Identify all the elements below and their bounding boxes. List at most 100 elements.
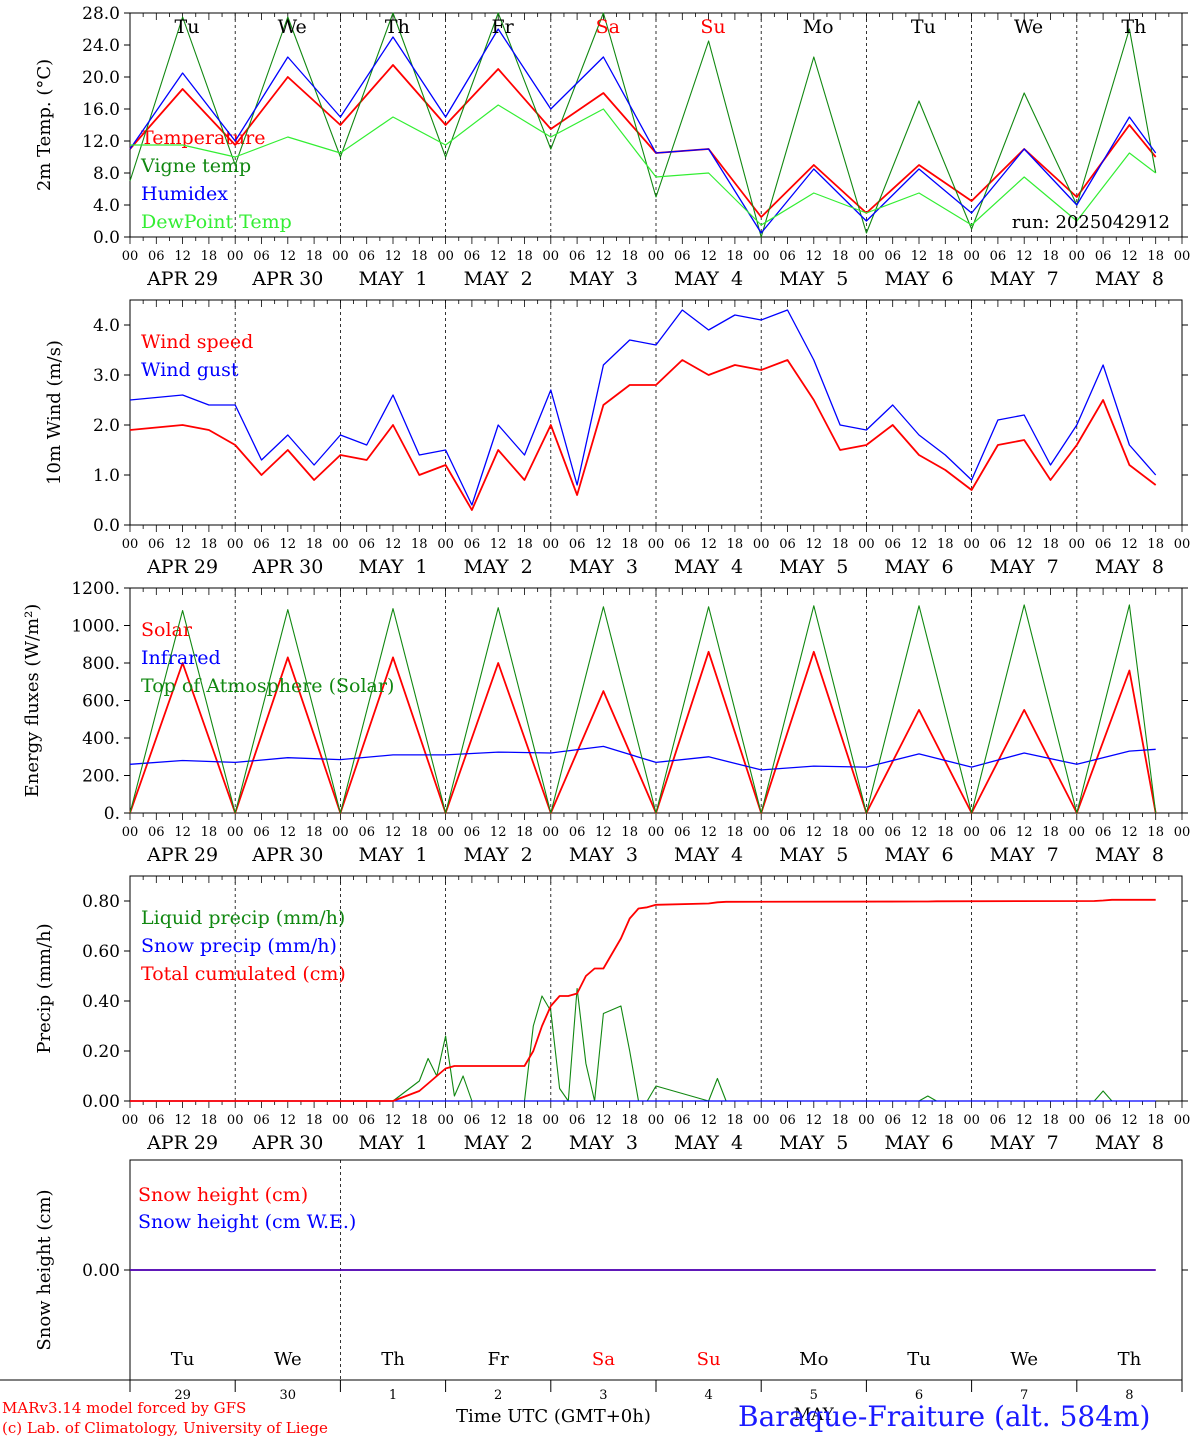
hour-tick-label: 18 [306,537,323,552]
weekday-label: Mo [799,1349,828,1370]
date-label: MAY 3 [569,268,638,290]
day-number-label: 3 [599,1388,607,1403]
hour-tick-label: 00 [122,825,139,840]
date-label: MAY 5 [779,1132,848,1154]
hour-tick-label: 00 [332,1113,349,1128]
hour-tick-label: 12 [1016,1113,1033,1128]
hour-tick-label: 06 [674,825,691,840]
hour-tick-label: 18 [1042,825,1059,840]
hour-tick-label: 06 [569,537,586,552]
hour-tick-label: 06 [569,249,586,264]
legend-entry: Snow precip (mm/h) [141,935,337,957]
y-axis-label: Snow height (cm) [34,1189,55,1350]
hour-tick-label: 18 [937,537,954,552]
date-label: MAY 2 [464,1132,533,1154]
legend-entry: Solar [141,619,193,641]
hour-tick-label: 12 [490,825,507,840]
date-label: MAY 7 [990,268,1059,290]
hour-tick-label: 18 [937,825,954,840]
date-label: MAY 1 [358,844,427,866]
legend-entry: Infrared [141,647,221,669]
hour-tick-label: 12 [1121,825,1138,840]
hour-tick-label: 06 [779,1113,796,1128]
y-axis-label: 2m Temp. (°C) [34,59,55,191]
hour-tick-label: 18 [832,825,849,840]
hour-tick-label: 18 [832,249,849,264]
hour-tick-label: 00 [543,825,560,840]
date-label: APR 30 [251,556,323,578]
hour-tick-label: 12 [1016,249,1033,264]
hour-tick-label: 06 [779,249,796,264]
date-label: MAY 2 [464,556,533,578]
legend-entry: Liquid precip (mm/h) [141,907,345,929]
weekday-label: Sa [596,16,620,38]
hour-tick-label: 00 [1174,825,1191,840]
y-tick-label: 4.0 [93,196,120,216]
y-tick-label: 1200. [71,579,120,599]
series-line-wind-speed [129,359,1157,511]
date-label: APR 30 [251,844,323,866]
hour-tick-label: 12 [911,1113,928,1128]
hour-tick-label: 18 [1147,1113,1164,1128]
weekday-label: Su [700,16,725,38]
hour-tick-label: 06 [1095,537,1112,552]
hour-tick-label: 00 [753,537,770,552]
hour-tick-label: 06 [358,825,375,840]
hour-tick-label: 12 [700,825,717,840]
weekday-label: We [1014,16,1043,38]
hour-tick-label: 18 [621,537,638,552]
weekday-label: Tu [175,16,200,38]
weekday-label: Fr [491,16,514,38]
y-tick-label: 0.00 [82,1261,120,1281]
date-label: MAY 8 [1095,556,1164,578]
hour-tick-label: 12 [806,537,823,552]
hour-tick-label: 18 [306,1113,323,1128]
date-label: MAY 1 [358,268,427,290]
y-tick-label: 16.0 [82,100,120,120]
hour-tick-label: 06 [464,825,481,840]
hour-tick-label: 00 [858,1113,875,1128]
hour-tick-label: 00 [1069,249,1086,264]
date-label: MAY 2 [464,268,533,290]
y-tick-label: 0.0 [93,516,120,536]
y-tick-label: 2.0 [93,416,120,436]
date-label: MAY 6 [884,268,953,290]
weekday-label: Th [385,16,410,38]
hour-tick-label: 00 [1174,249,1191,264]
y-tick-label: 0. [104,804,120,824]
hour-tick-label: 00 [648,249,665,264]
y-tick-label: 4.0 [93,316,120,336]
legend-entry: Top of Atmosphere (Solar) [141,675,394,697]
hour-tick-label: 00 [122,537,139,552]
hour-tick-label: 18 [621,249,638,264]
hour-tick-label: 00 [648,825,665,840]
hour-tick-label: 18 [727,537,744,552]
hour-tick-label: 00 [437,249,454,264]
hour-tick-label: 12 [806,1113,823,1128]
hour-tick-label: 12 [280,249,297,264]
hour-tick-label: 00 [332,537,349,552]
y-tick-label: 12.0 [82,132,120,152]
y-tick-label: 400. [82,729,120,749]
hour-tick-label: 06 [358,1113,375,1128]
hour-tick-label: 18 [727,825,744,840]
hour-tick-label: 18 [1042,537,1059,552]
hour-tick-label: 18 [1042,249,1059,264]
hour-tick-label: 06 [990,249,1007,264]
day-number-label: 4 [704,1388,712,1403]
hour-tick-label: 06 [884,1113,901,1128]
hour-tick-label: 06 [1095,249,1112,264]
weekday-label: Su [697,1349,721,1370]
hour-tick-label: 12 [595,825,612,840]
weekday-label: Th [1121,16,1146,38]
hour-tick-label: 12 [806,249,823,264]
y-tick-label: 0.80 [82,892,120,912]
hour-tick-label: 18 [832,1113,849,1128]
hour-tick-label: 00 [437,537,454,552]
y-tick-label: 3.0 [93,366,120,386]
hour-tick-label: 18 [1147,249,1164,264]
hour-tick-label: 12 [385,825,402,840]
hour-tick-label: 00 [1174,1113,1191,1128]
hour-tick-label: 12 [490,1113,507,1128]
